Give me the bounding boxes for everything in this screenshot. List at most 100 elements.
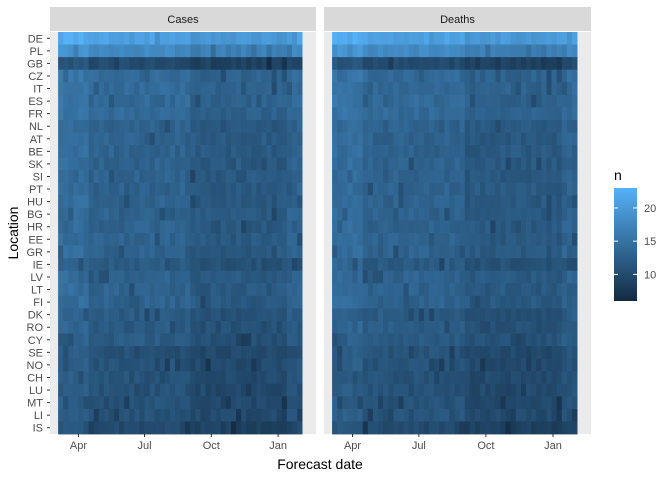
heatmap-tile bbox=[449, 358, 455, 372]
y-tick-label: PL bbox=[30, 46, 43, 58]
heatmap-tile bbox=[367, 69, 374, 83]
heatmap-tile bbox=[500, 245, 507, 259]
heatmap-tile bbox=[225, 320, 232, 334]
heatmap-tile bbox=[337, 233, 343, 246]
heatmap-tile bbox=[393, 107, 399, 121]
heatmap-tile bbox=[449, 396, 455, 410]
heatmap-tile bbox=[139, 82, 145, 96]
heatmap-tile bbox=[124, 270, 130, 284]
heatmap-tile bbox=[515, 32, 522, 45]
heatmap-tile bbox=[114, 32, 120, 45]
heatmap-tile bbox=[251, 346, 257, 360]
heatmap-tile bbox=[103, 44, 110, 58]
heatmap-tile bbox=[159, 220, 166, 234]
heatmap-tile bbox=[490, 333, 496, 347]
heatmap-tile bbox=[73, 295, 79, 309]
heatmap-tile bbox=[286, 396, 293, 410]
heatmap-tile bbox=[58, 82, 64, 96]
heatmap-tile bbox=[362, 358, 369, 372]
heatmap-tile bbox=[485, 320, 491, 334]
heatmap-tile bbox=[561, 258, 568, 272]
heatmap-tile bbox=[286, 170, 293, 184]
heatmap-tile bbox=[531, 195, 537, 209]
heatmap-tile bbox=[342, 195, 348, 209]
heatmap-tile bbox=[393, 295, 399, 309]
heatmap-tile bbox=[449, 383, 455, 397]
heatmap-tile bbox=[413, 220, 420, 234]
heatmap-tile bbox=[103, 333, 110, 347]
heatmap-tile bbox=[190, 308, 196, 322]
heatmap-tile bbox=[485, 245, 491, 259]
heatmap-tile bbox=[347, 245, 353, 259]
heatmap-tile bbox=[200, 371, 206, 385]
heatmap-tile bbox=[241, 119, 247, 133]
heatmap-tile bbox=[347, 44, 353, 58]
heatmap-tile bbox=[449, 258, 455, 272]
heatmap-tile bbox=[225, 182, 232, 196]
heatmap-tile bbox=[367, 170, 374, 184]
heatmap-tile bbox=[78, 182, 84, 196]
heatmap-tile bbox=[332, 69, 338, 83]
heatmap-tile bbox=[347, 383, 353, 397]
heatmap-tile bbox=[220, 308, 227, 322]
y-tick-label: DK bbox=[28, 310, 44, 322]
heatmap-tile bbox=[408, 220, 415, 234]
heatmap-tile bbox=[541, 82, 547, 96]
heatmap-tile bbox=[500, 157, 507, 171]
heatmap-tile bbox=[256, 346, 262, 360]
heatmap-tile bbox=[469, 295, 476, 309]
heatmap-tile bbox=[464, 220, 471, 234]
heatmap-tile bbox=[215, 358, 222, 372]
heatmap-tile bbox=[108, 170, 115, 184]
heatmap-tile bbox=[58, 245, 64, 259]
heatmap-tile bbox=[357, 220, 364, 234]
heatmap-tile bbox=[551, 82, 558, 96]
heatmap-tile bbox=[149, 170, 156, 184]
heatmap-tile bbox=[78, 207, 84, 221]
heatmap-tile bbox=[485, 94, 491, 108]
heatmap-tile bbox=[246, 358, 252, 372]
heatmap-tile bbox=[68, 283, 74, 297]
heatmap-tile bbox=[175, 32, 181, 45]
heatmap-tile bbox=[393, 170, 399, 184]
heatmap-tile bbox=[63, 145, 69, 159]
heatmap-tile bbox=[210, 270, 217, 284]
heatmap-tile bbox=[505, 308, 512, 322]
heatmap-tile bbox=[108, 69, 115, 83]
heatmap-tile bbox=[164, 421, 171, 435]
heatmap-tile bbox=[566, 358, 573, 372]
heatmap-tile bbox=[175, 283, 181, 297]
heatmap-tile bbox=[108, 396, 115, 410]
heatmap-tile bbox=[63, 333, 69, 347]
heatmap-tile bbox=[347, 107, 353, 121]
heatmap-tile bbox=[261, 82, 267, 96]
heatmap-tile bbox=[459, 258, 466, 272]
heatmap-tile bbox=[230, 220, 237, 234]
heatmap-tile bbox=[434, 32, 440, 45]
heatmap-tile bbox=[469, 132, 476, 146]
heatmap-tile bbox=[418, 346, 425, 360]
heatmap-tile bbox=[332, 82, 338, 96]
heatmap-tile bbox=[561, 220, 568, 234]
heatmap-tile bbox=[190, 94, 196, 108]
heatmap-tile bbox=[383, 32, 389, 45]
heatmap-tile bbox=[403, 245, 410, 259]
heatmap-tile bbox=[210, 145, 217, 159]
heatmap-tile bbox=[413, 157, 420, 171]
heatmap-tile bbox=[362, 396, 369, 410]
heatmap-tile bbox=[520, 408, 527, 422]
heatmap-tile bbox=[434, 383, 440, 397]
heatmap-tile bbox=[139, 145, 145, 159]
heatmap-tile bbox=[475, 145, 481, 159]
heatmap-tile bbox=[134, 258, 140, 272]
heatmap-tile bbox=[220, 69, 227, 83]
heatmap-tile bbox=[520, 320, 527, 334]
y-tick-label: HR bbox=[27, 222, 43, 234]
heatmap-tile bbox=[566, 308, 573, 322]
heatmap-tile bbox=[286, 107, 293, 121]
heatmap-tile bbox=[281, 333, 288, 347]
heatmap-tile bbox=[546, 421, 552, 435]
heatmap-tile bbox=[398, 245, 404, 259]
heatmap-tile bbox=[134, 132, 140, 146]
heatmap-tile bbox=[485, 333, 491, 347]
